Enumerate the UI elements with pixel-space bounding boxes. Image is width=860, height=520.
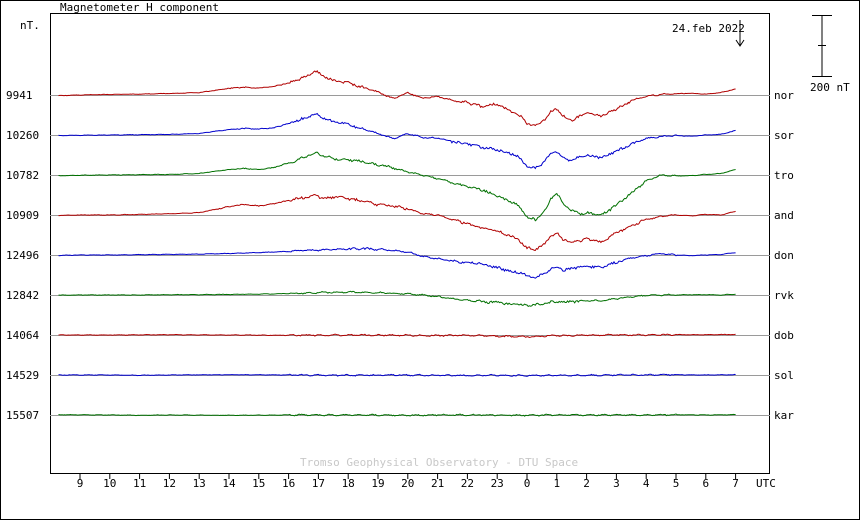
series-line-dob [58,333,736,339]
x-tick-label: 14 [222,477,236,490]
series-line-sor [58,112,736,170]
x-tick-label: 16 [282,477,295,490]
x-tick-label: 23 [491,477,504,490]
date-arrow [735,20,745,47]
x-tick-label: 22 [461,477,474,490]
x-tick-label: 0 [524,477,531,490]
watermark: Tromso Geophysical Observatory - DTU Spa… [300,456,578,469]
series-line-tro [58,151,736,222]
series-line-sol [58,373,736,377]
series-line-nor [58,69,736,127]
baseline-value-label: 10909 [6,209,39,222]
chart-title: Magnetometer H component [60,1,219,14]
station-label-kar: kar [774,409,794,422]
scale-bar [812,15,832,77]
baseline-value-label: 14529 [6,369,39,382]
x-tick-label: 11 [133,477,146,490]
x-tick-label: 20 [401,477,414,490]
series-line-and [58,193,736,252]
series-line-kar [58,413,736,417]
series-line-don [58,247,736,279]
date-label: 24.feb 2022 [672,22,745,35]
station-label-nor: nor [774,89,794,102]
scale-label: 200 nT [810,81,850,94]
baseline-labels: 9941 10260 10782 10909 12496 12842 14064 14529 1… [6,89,39,422]
x-tick-label: 4 [643,477,650,490]
baseline-value-label: 12842 [6,289,39,302]
x-tick-label: 21 [431,477,444,490]
baseline-value-label: 14064 [6,329,39,342]
x-tick-label: 15 [252,477,265,490]
x-tick-label: 7 [732,477,739,490]
x-tick-label: 19 [371,477,384,490]
x-tick-label: 3 [613,477,620,490]
x-tick-label: 13 [193,477,206,490]
y-axis-label: nT. [20,19,40,32]
station-label-sor: sor [774,129,794,142]
x-tick-label: 10 [103,477,116,490]
baseline-value-label: 10782 [6,169,39,182]
x-tick-label: 18 [342,477,355,490]
x-tick-label: 2 [583,477,590,490]
x-tick-label: 12 [163,477,176,490]
baseline-value-label: 15507 [6,409,39,422]
station-label-rvk: rvk [774,289,794,302]
station-label-tro: tro [774,169,794,182]
x-axis-label: UTC [756,477,776,490]
station-label-dob: dob [774,329,794,342]
baseline-value-label: 9941 [6,89,33,102]
x-tick-label: 5 [673,477,680,490]
x-tick-label: 1 [553,477,560,490]
station-labels: nor sor tro and don rvk dob sol kar [774,89,794,422]
station-label-don: don [774,249,794,262]
plot-frame [50,13,770,474]
series-line-rvk [58,290,736,308]
station-label-sol: sol [774,369,794,382]
baseline-value-label: 10260 [6,129,39,142]
station-label-and: and [774,209,794,222]
series-lines [58,69,736,417]
x-tick-label: 17 [312,477,325,490]
x-tick-label: 9 [77,477,84,490]
x-tick-label: 6 [702,477,709,490]
x-axis-ticks: 9 10 11 12 13 14 15 16 17 18 19 20 21 22 23 0 1 2 3 4 5 6 7 [77,473,739,490]
baseline-value-label: 12496 [6,249,39,262]
